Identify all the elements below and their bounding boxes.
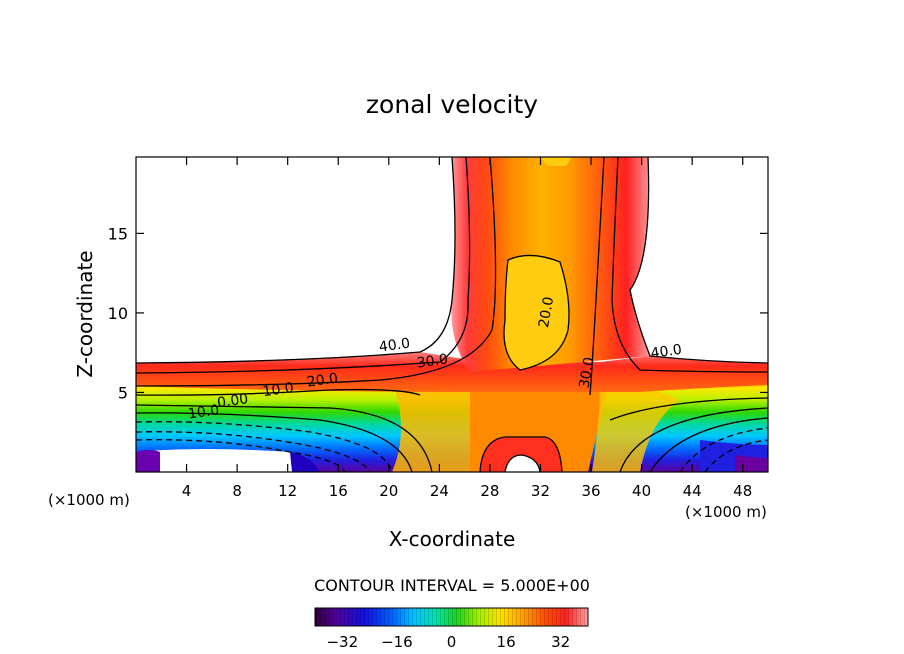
y-axis-ticks: 5 10 15 [108,224,768,402]
contour-label: 40.0 [650,342,683,362]
colorbar [314,607,589,627]
contour-field [136,157,768,472]
x-tick-label: 32 [531,482,550,500]
colorbar-tick-label: −16 [381,633,413,651]
contour-line [136,421,393,472]
x-axis-ticks: 4 8 12 16 20 24 28 32 36 40 44 48 [182,157,752,500]
contour-label: 20.0 [536,295,557,328]
central-core-region [392,379,470,472]
x-tick-label: 16 [329,482,348,500]
contour-line [136,157,471,374]
contour-label: 20.0 [306,370,339,390]
colorbar-tick-label: −32 [326,633,358,651]
contour-line [136,157,456,364]
x-tick-label: 36 [581,482,600,500]
contour-line [679,427,768,472]
contour-interval-text: CONTOUR INTERVAL = 5.000E+00 [314,576,590,595]
contour-label: 10.0 [187,402,220,422]
x-tick-label: 20 [379,482,398,500]
plot-frame [135,156,769,473]
contour-line [503,254,570,371]
x-tick-label: 28 [480,482,499,500]
y-tick-label: 5 [118,383,128,402]
colorbar-tick-label: 0 [447,633,457,651]
contour-line [479,436,563,472]
contour-label: 0.00 [216,391,249,411]
x-tick-label: 24 [430,482,449,500]
x-tick-label: 12 [278,482,297,500]
contour-label: 30.0 [577,356,598,389]
contour-line [504,454,541,472]
y-tick-label: 10 [108,304,128,323]
colorbar-ticks: −32 −16 0 16 32 [326,633,570,651]
contour-line [136,431,371,472]
contour-label: 30.0 [416,351,449,371]
x-axis-label: X-coordinate [389,527,516,551]
contour-line [136,404,433,472]
contour-line [609,397,768,421]
x-tick-label: 44 [683,482,702,500]
chart-title: zonal velocity [366,90,538,119]
contour-line [619,407,768,472]
colorbar-tick-label: 32 [551,633,570,651]
contour-label: 10.0 [262,380,295,400]
y-axis-label: Z-coordinate [73,250,97,377]
x-tick-label: 40 [632,482,651,500]
contour-line [629,157,768,364]
x-axis-units-left: (×1000 m) [48,491,130,509]
contour-line [649,417,768,472]
x-tick-label: 8 [232,482,242,500]
contour-label: 40.0 [378,335,411,355]
x-axis-units-right: (×1000 m) [685,503,767,521]
colorbar-tick-label: 16 [497,633,516,651]
contour-line [611,157,768,373]
contour-line [136,388,421,396]
contour-lines [136,157,768,472]
contour-line [136,412,413,472]
x-tick-label: 4 [182,482,192,500]
x-tick-label: 48 [733,482,752,500]
contour-line [589,157,605,396]
y-tick-label: 15 [108,224,128,243]
contour-line [136,157,497,387]
contour-line [704,439,768,472]
jet-band-region [136,352,768,392]
contour-line [136,439,346,472]
